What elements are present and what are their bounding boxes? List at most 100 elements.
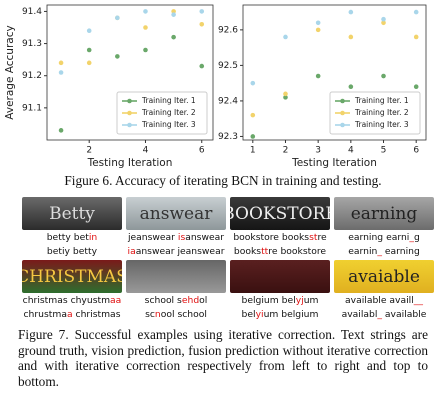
label-part: n: [154, 308, 161, 320]
data-point: [283, 95, 288, 100]
example-cell: school sehdol scnool school: [126, 260, 226, 320]
example-label: bookstore booksstre: [230, 232, 330, 244]
label-part: in: [88, 232, 98, 243]
label-part: um: [263, 308, 279, 320]
label-part: bet: [73, 232, 89, 243]
label-part: jeanswear: [177, 245, 225, 257]
example-image: answear: [126, 197, 226, 230]
data-point: [348, 34, 354, 40]
label-part: _: [409, 232, 414, 243]
example-image: BOOKSTORE: [230, 197, 330, 230]
data-point: [58, 70, 64, 75]
data-point: [315, 27, 321, 33]
legend-label: Training Iter. 1: [354, 96, 409, 105]
x-tick-label: 3: [315, 146, 321, 156]
label-part: bel: [281, 295, 296, 306]
label-part: a: [66, 308, 73, 320]
label-part: jeanswear: [127, 232, 175, 243]
label-part: yj: [295, 295, 304, 306]
legend-marker: [340, 98, 345, 104]
data-point: [171, 12, 176, 17]
example-image: [126, 260, 226, 293]
label-part: available: [384, 308, 427, 320]
data-point: [283, 34, 288, 40]
legend-box: [116, 91, 208, 135]
x-tick-label: 2: [283, 146, 289, 156]
legend-label: Training Iter. 3: [141, 120, 196, 129]
data-point: [348, 9, 354, 15]
data-point: [381, 73, 386, 79]
label-part: bookstore: [233, 232, 279, 243]
data-point: [315, 73, 321, 79]
data-point: [315, 20, 321, 26]
y-tick-label: 92.4: [218, 96, 238, 106]
example-label: jeanswear isanswear: [126, 232, 226, 244]
data-point: [250, 112, 256, 118]
data-point: [283, 91, 288, 97]
legend-marker: [340, 110, 345, 116]
label-part: school: [144, 295, 175, 306]
x-tick-label: 4: [143, 146, 149, 156]
example-label: available availl__: [334, 295, 434, 307]
example-cell: earning earning earni_g earnin_ earning: [334, 197, 434, 257]
label-part: bel: [241, 308, 256, 320]
example-label: betiy betty: [22, 246, 122, 258]
example-label: betty betin: [22, 232, 122, 244]
label-part: __: [413, 295, 423, 306]
data-point: [58, 60, 64, 66]
x-tick-label: 2: [86, 146, 92, 156]
data-point: [413, 34, 419, 40]
label-part: is: [177, 232, 186, 243]
example-label: belgium belyjum: [230, 295, 330, 307]
label-part: bookstore: [280, 245, 327, 257]
data-point: [413, 84, 419, 90]
example-label: iaanswear jeanswear: [126, 246, 226, 258]
label-part: earning: [348, 232, 384, 243]
label-part: earning: [384, 245, 420, 257]
label-part: betty: [72, 245, 98, 257]
label-part: belgium: [281, 308, 319, 320]
label-part: tt: [261, 245, 269, 257]
legend-box: [329, 91, 421, 135]
y-tick-label: 91.2: [22, 71, 42, 81]
plot-frame: [46, 4, 214, 141]
example-label: booksttre bookstore: [230, 246, 330, 258]
x-tick-label: 6: [413, 146, 419, 156]
data-point: [115, 15, 120, 21]
example-label: scnool school: [126, 309, 226, 321]
data-point: [143, 25, 148, 30]
label-part: christmas: [75, 308, 121, 320]
label-part: betty: [46, 232, 71, 243]
example-label: school sehdol: [126, 295, 226, 307]
data-point: [58, 128, 64, 133]
label-part: books: [233, 245, 262, 257]
example-label: belyium belgium: [230, 309, 330, 321]
label-part: betiy: [46, 245, 70, 257]
label-part: ehd: [181, 295, 200, 306]
label-part: _: [377, 308, 382, 320]
example-cell: belgium belyjum belyium belgium: [230, 260, 330, 320]
data-point: [115, 54, 120, 59]
label-part: chrustma: [23, 308, 67, 320]
y-tick-label: 91.4: [22, 7, 42, 17]
example-cell: Betty betty betin betiy betty: [22, 197, 122, 257]
figure-caption: Figure 7. Successful examples using iter…: [18, 327, 428, 389]
x-tick-label: 6: [199, 146, 205, 156]
data-point: [143, 9, 148, 14]
label-part: sc: [145, 308, 155, 320]
plot-frame: [242, 4, 427, 141]
label-part: ia: [127, 245, 136, 257]
label-part: christmas: [22, 295, 68, 306]
legend-label: Training Iter. 2: [354, 108, 409, 117]
data-point: [171, 9, 176, 14]
label-part: st: [309, 232, 318, 243]
legend-marker: [340, 122, 345, 128]
label-part: earni: [386, 232, 410, 243]
label-part: ool: [160, 308, 175, 320]
data-point: [171, 34, 176, 40]
label-part: books: [281, 232, 310, 243]
legend-label: Training Iter. 2: [141, 108, 196, 117]
label-part: _: [377, 245, 382, 257]
x-tick-label: 1: [250, 146, 256, 156]
x-tick-label: 5: [381, 146, 387, 156]
